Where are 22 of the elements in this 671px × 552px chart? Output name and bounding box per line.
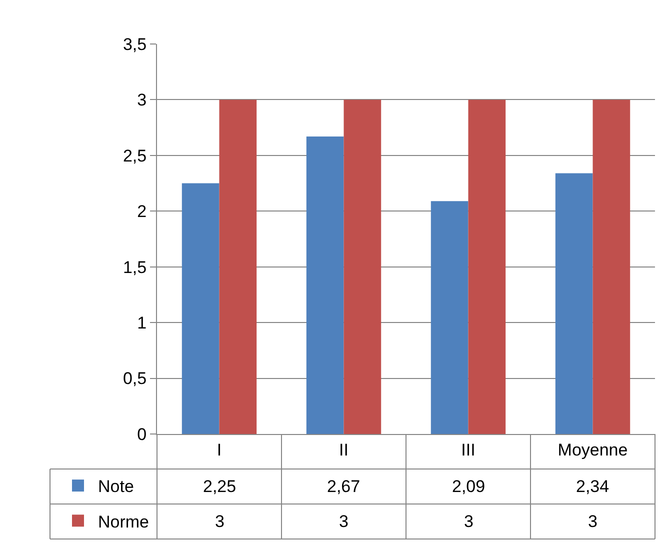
data-label: 2,34 <box>576 477 610 496</box>
y-tick-label: 0,5 <box>122 369 147 388</box>
data-label: 2,67 <box>327 477 360 496</box>
x-tick-label: Moyenne <box>558 440 628 460</box>
y-tick-label: 2 <box>137 202 147 222</box>
y-tick-label: 3 <box>137 90 147 110</box>
y-tick-label: 2,5 <box>122 146 147 166</box>
y-tick-label: 0 <box>137 424 147 444</box>
y-tick-label: 3,5 <box>122 34 147 54</box>
data-label: 3 <box>464 512 474 531</box>
x-tick-label: III <box>461 440 476 460</box>
data-label: 3 <box>339 512 348 531</box>
legend-label: Norme <box>98 512 150 532</box>
x-tick-label: II <box>339 440 348 460</box>
data-label: 2,09 <box>452 477 486 496</box>
data-label: 3 <box>215 512 224 531</box>
data-label: 2,25 <box>203 477 236 496</box>
legend-label: Note <box>98 477 134 496</box>
data-label: 3 <box>588 512 598 531</box>
y-tick-label: 1 <box>137 314 147 333</box>
x-tick-label: I <box>216 440 222 460</box>
y-tick-label: 1,5 <box>122 258 147 277</box>
